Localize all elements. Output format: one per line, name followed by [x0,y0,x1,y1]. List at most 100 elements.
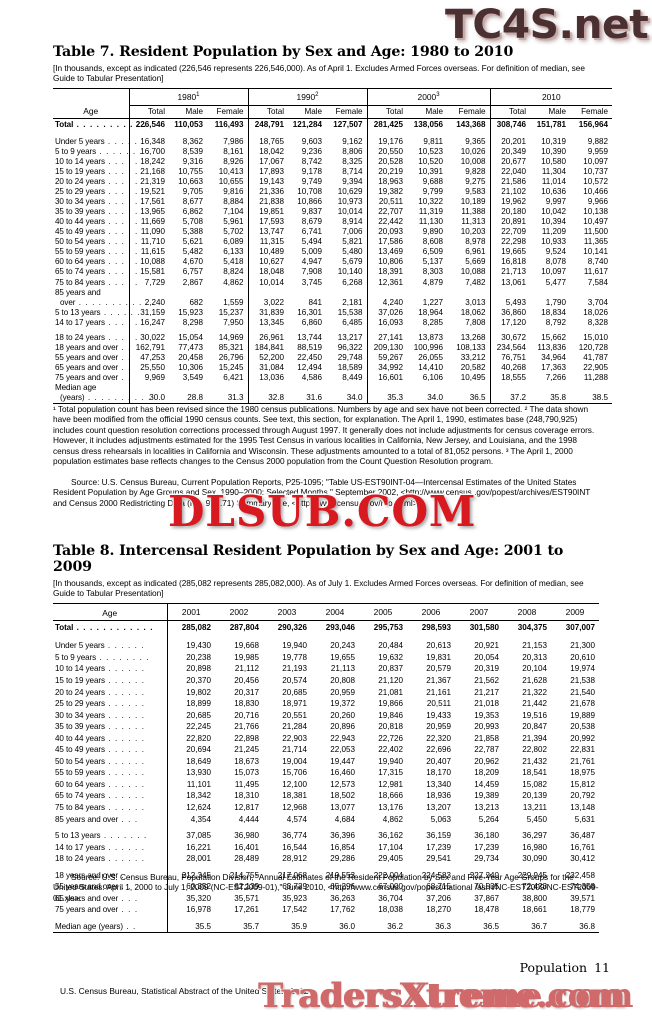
table-cell: 5,063 [430,814,451,824]
row-label: 55 to 59 years . . . . . [53,247,137,257]
table8: Age 2001 2002 2003 2004 2005 2006 2007 2008 2009 T… [53,602,599,935]
table-cell: 16,401 [234,842,259,852]
row-label: 55 years and over . . . [53,881,167,893]
leader-dots: . . . . . . . . . . . [73,120,147,130]
table-cell: 11,130 [418,217,444,227]
row-label-text: over [60,297,76,307]
table-cell: 8,978 [465,237,486,247]
table-row: 75 to 84 years . . . . . 7,729 2,867 4,862 1… [53,277,612,288]
table-cell: 20,685 [282,687,307,697]
leader-dots: . . . . . . . . [96,146,150,156]
table-cell: 4,670 [182,257,203,267]
table-cell [128,287,169,298]
table-cell: 8,078 [545,257,567,267]
table-cell: 229,945 [517,870,547,880]
table-cell: 11,288 [583,372,609,382]
leader-dots: . . [118,342,132,352]
table-cell: 7,729 [128,277,169,288]
row-label: 65 years and over . . . [53,893,167,905]
table8-total-value: 293,046 [311,619,359,636]
leader-dots: . . . . . [104,247,139,257]
table-cell: 18,589 [337,362,363,372]
spacer-cell [489,131,531,137]
row-label-text: Median age [55,382,97,392]
row-label-text: 65 years and over [55,362,119,372]
table-cell: 11,101 [166,778,215,791]
row-label: (years) . . . . . . . . . . [53,393,150,404]
rule-cell [503,932,551,935]
table-cell: 9,603 [301,136,323,146]
table-cell: 214,755 [229,870,259,880]
table-cell: 62,139 [234,882,259,892]
table-cell: 8,539 [182,146,203,156]
table-cell: 9,890 [422,227,444,237]
table-cell: 19,353 [474,710,499,720]
table-cell: 21,120 [378,676,403,685]
row-label-text: Under 5 years [55,136,105,146]
table7-headnote: [In thousands, except as indicated (226,… [53,63,585,84]
table-cell: 21,540 [570,687,595,697]
table-row: Median age (years) . . 35.5 35.7 35.9 36.0 36… [53,920,599,933]
row-label: 5 to 9 years . . . . . . . . [53,652,167,664]
row-label-text: 10 to 14 years [55,156,105,166]
table-cell: 10,026 [460,146,486,156]
rule-cell [215,932,263,935]
row-label-text: 40 to 44 years [55,733,105,743]
table-cell: 13,340 [426,779,451,789]
leader-dots: . . . . . . [104,710,146,720]
table-cell: 5,137 [422,257,444,267]
table-row: 60 to 64 years . . . . . . 11,101 11,495 12… [53,778,599,791]
table-cell: 16,093 [366,317,408,328]
leader-dots: . . . . . . . . . . . . [73,623,154,633]
leader-dots: . . . . . [104,207,139,217]
table-cell: 29,734 [474,854,499,864]
table-cell: 18,964 [418,307,444,317]
table-cell: 19,382 [366,187,408,198]
table-cell: 19,985 [234,652,259,662]
table-cell: 10,866 [297,197,323,207]
row-label-text: 85 years and [55,287,101,297]
table-cell: 36,487 [570,831,595,841]
table-cell: 11,209 [541,227,567,237]
table-cell: 18,830 [234,699,259,709]
table-cell [447,383,490,393]
table-cell: 10,636 [541,187,567,197]
table-cell: 10,655 [218,177,244,187]
table-cell: 6,106 [422,372,444,382]
row-label: Under 5 years . . . . . . [53,640,167,652]
row-label: 55 to 59 years . . . . . . [53,767,167,779]
leader-dots: . . . . . [104,237,139,247]
table-cell: 19,433 [426,710,451,720]
table-cell: 16,348 [128,136,169,147]
table-cell: 20,456 [234,676,259,685]
table8-year-header-2008: 2008 [503,602,551,621]
table-cell: 18,936 [426,791,451,801]
table-row: 25 to 29 years . . . . . 19,521 9,705 9,816… [53,187,612,198]
table7-footnotes: ¹ Total population count has been revise… [53,404,595,467]
spacer-cell [247,131,289,137]
table-cell: 13,345 [247,317,289,328]
row-label-text: 55 years and over [55,882,119,892]
table-cell: 5,961 [223,217,244,227]
leader-dots: . . . . . . [104,664,146,674]
table-cell: 21,838 [247,197,289,208]
table8-total-row: Total . . . . . . . . . . . . 285,082 287,… [53,619,599,636]
table7-header-years: Age 19801 19902 20003 2010 [53,87,613,119]
table-cell: 21,586 [489,177,531,188]
rule-cell [248,403,289,406]
row-label-text: 75 to 84 years [55,277,105,287]
row-label-text: Total [55,623,74,633]
table-cell: 9,816 [223,187,244,197]
table-cell [288,288,326,298]
table-cell: 4,862 [382,814,403,824]
row-label-text: 45 to 49 years [55,227,105,237]
table8-year-header-2009: 2009 [551,602,599,621]
table-cell: 10,189 [460,197,486,207]
table-cell: 38.5 [592,393,609,403]
table-cell: 184,841 [247,342,289,353]
rule-cell [129,403,169,406]
row-label: 14 to 17 years . . . . . . [53,842,167,854]
table-row: 85 years and [53,287,612,298]
table-cell: 21,713 [489,267,531,278]
